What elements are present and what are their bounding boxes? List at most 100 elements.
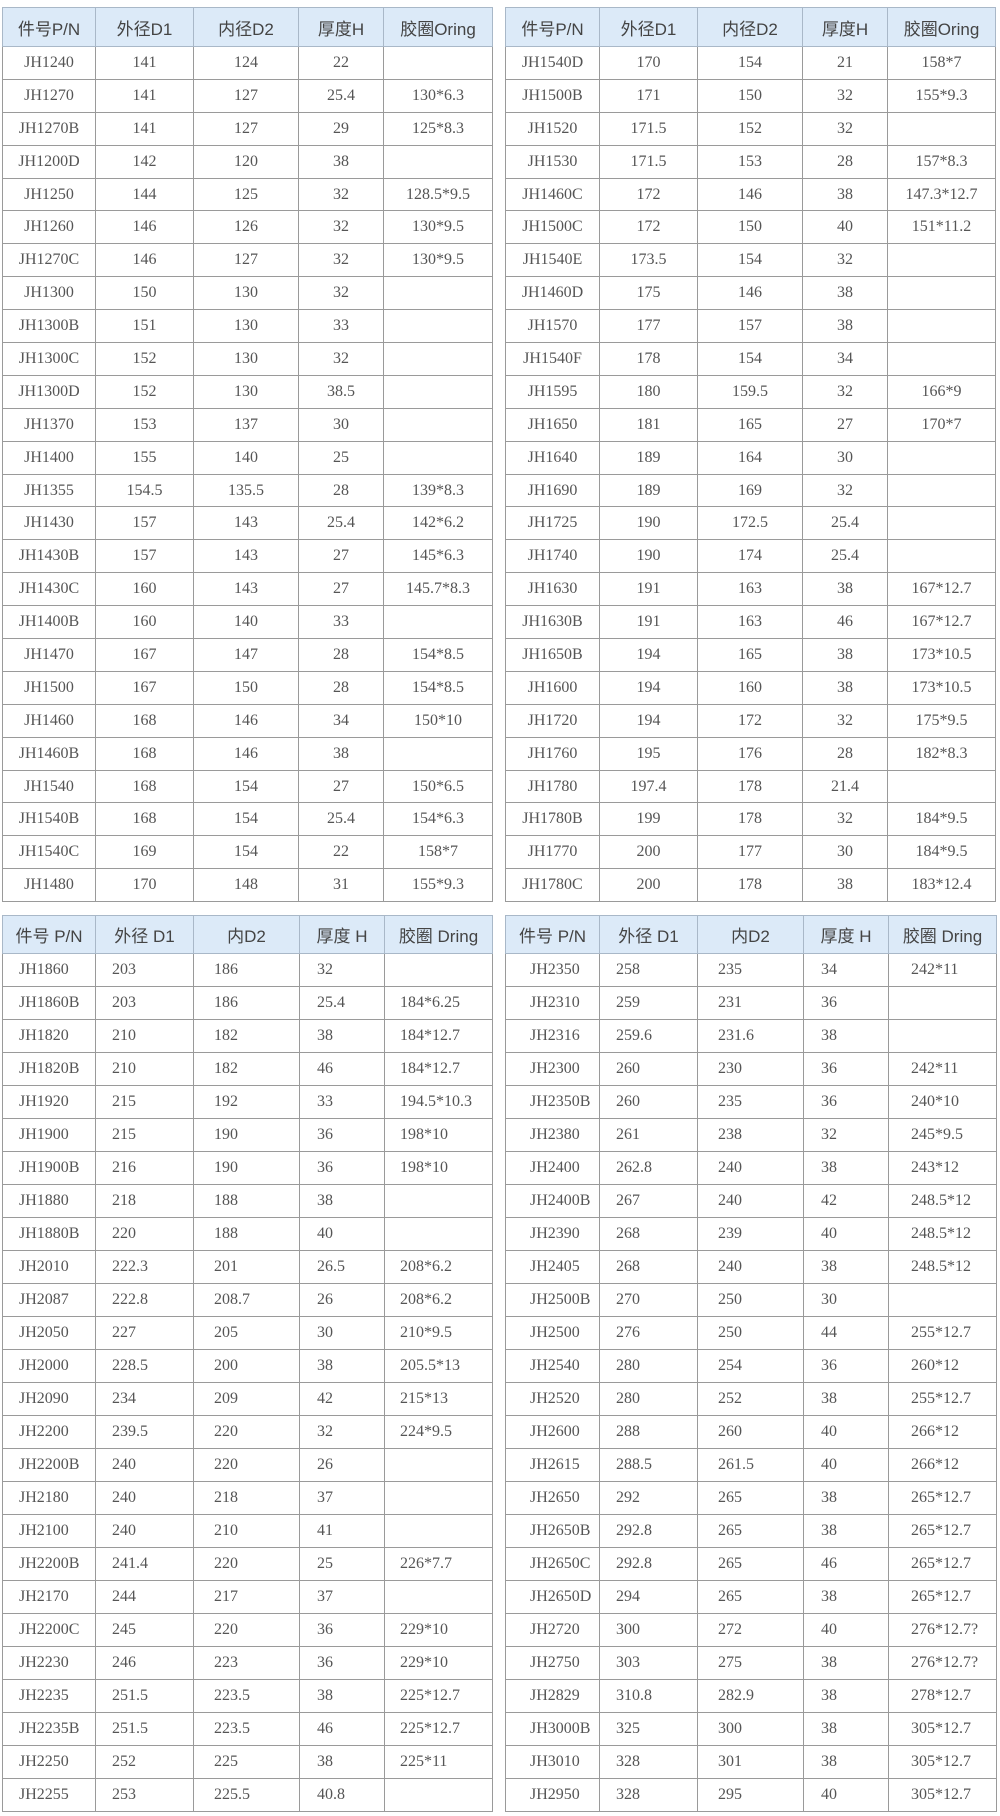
cell-oring — [888, 1019, 997, 1053]
cell-thickness: 34 — [803, 953, 889, 987]
cell-part-number: JH1400 — [2, 440, 96, 475]
cell-inner-diameter: 146 — [697, 276, 803, 311]
cell-part-number: JH2829 — [505, 1679, 600, 1713]
table-row: JH2829 310.8 282.9 38 278*12.7 — [505, 1679, 997, 1713]
cell-part-number: JH2310 — [505, 986, 600, 1020]
cell-inner-diameter: 154 — [697, 342, 803, 376]
cell-inner-diameter: 172.5 — [697, 506, 803, 541]
spec-table-top-right: 件号P/N 外径D1 内径D2 厚度H 胶圈Oring JH1540D 170 154 21 15… — [505, 7, 996, 903]
cell-oring: 205.5*13 — [384, 1349, 493, 1383]
cell-inner-diameter: 140 — [193, 605, 299, 640]
table-row: JH1460D 175 146 38 — [505, 276, 996, 311]
column-header-oring: 胶圈 Dring — [384, 915, 493, 954]
cell-inner-diameter: 300 — [697, 1712, 804, 1746]
cell-part-number: JH1460D — [505, 276, 600, 311]
cell-outer-diameter: 177 — [599, 309, 698, 344]
cell-thickness: 41 — [299, 1514, 385, 1548]
cell-part-number: JH1500C — [505, 210, 600, 245]
cell-outer-diameter: 194 — [599, 703, 698, 738]
cell-part-number: JH1630 — [505, 572, 600, 607]
table-row: JH1760 195 176 28 182*8.3 — [505, 736, 996, 771]
cell-outer-diameter: 160 — [95, 572, 194, 607]
cell-part-number: JH2087 — [2, 1283, 96, 1317]
table-row: JH1530 171.5 153 28 157*8.3 — [505, 144, 996, 179]
cell-thickness: 28 — [298, 670, 384, 705]
table-row: JH2650D 294 265 38 265*12.7 — [505, 1580, 997, 1614]
cell-outer-diameter: 252 — [95, 1745, 194, 1779]
cell-oring: 265*12.7 — [888, 1580, 997, 1614]
cell-part-number: JH1480 — [2, 868, 96, 903]
cell-outer-diameter: 151 — [95, 309, 194, 344]
cell-inner-diameter: 265 — [697, 1481, 804, 1515]
cell-outer-diameter: 292 — [599, 1481, 698, 1515]
cell-inner-diameter: 190 — [193, 1118, 300, 1152]
cell-oring: 157*8.3 — [887, 144, 996, 179]
cell-inner-diameter: 143 — [193, 506, 299, 541]
cell-part-number: JH2650B — [505, 1514, 600, 1548]
cell-inner-diameter: 250 — [697, 1316, 804, 1350]
cell-part-number: JH1900B — [2, 1151, 96, 1185]
cell-oring: 255*12.7 — [888, 1382, 997, 1416]
table-row: JH2230 246 223 36 229*10 — [2, 1646, 493, 1680]
cell-oring: 305*12.7 — [888, 1778, 997, 1812]
cell-thickness: 32 — [299, 1415, 385, 1449]
cell-oring: 208*6.2 — [384, 1283, 493, 1317]
cell-inner-diameter: 127 — [193, 243, 299, 278]
cell-inner-diameter: 182 — [193, 1019, 300, 1053]
table-row: JH1240 141 124 22 — [2, 46, 493, 80]
cell-oring: 305*12.7 — [888, 1745, 997, 1779]
cell-inner-diameter: 186 — [193, 953, 300, 987]
table-row: JH1500B 171 150 32 155*9.3 — [505, 78, 996, 113]
cell-thickness: 42 — [803, 1184, 889, 1218]
column-header-part-number: 件号P/N — [505, 7, 600, 47]
cell-thickness: 28 — [298, 638, 384, 672]
cell-outer-diameter: 169 — [95, 835, 194, 870]
cell-inner-diameter: 130 — [193, 374, 299, 409]
cell-oring — [887, 539, 996, 574]
table-row: JH1900 215 190 36 198*10 — [2, 1118, 493, 1152]
cell-part-number: JH1740 — [505, 539, 600, 574]
cell-outer-diameter: 155 — [95, 440, 194, 475]
cell-thickness: 26.5 — [299, 1250, 385, 1284]
cell-outer-diameter: 168 — [95, 769, 194, 804]
table-row: JH2400 262.8 240 38 243*12 — [505, 1151, 997, 1185]
cell-thickness: 32 — [298, 342, 384, 376]
cell-oring: 266*12 — [888, 1415, 997, 1449]
cell-outer-diameter: 152 — [95, 374, 194, 409]
cell-part-number: JH1500B — [505, 78, 600, 113]
cell-thickness: 25.4 — [298, 506, 384, 541]
cell-thickness: 42 — [299, 1382, 385, 1416]
table-row: JH2520 280 252 38 255*12.7 — [505, 1382, 997, 1416]
cell-oring — [888, 1283, 997, 1317]
cell-inner-diameter: 208.7 — [193, 1283, 300, 1317]
cell-part-number: JH2950 — [505, 1778, 600, 1812]
cell-inner-diameter: 205 — [193, 1316, 300, 1350]
cell-outer-diameter: 167 — [95, 670, 194, 705]
cell-outer-diameter: 210 — [95, 1052, 194, 1086]
cell-thickness: 38 — [803, 1019, 889, 1053]
cell-outer-diameter: 245 — [95, 1613, 194, 1647]
table-row: JH2600 288 260 40 266*12 — [505, 1415, 997, 1449]
cell-thickness: 26 — [299, 1283, 385, 1317]
cell-oring: 154*8.5 — [383, 670, 493, 705]
cell-outer-diameter: 227 — [95, 1316, 194, 1350]
cell-thickness: 38 — [803, 1646, 889, 1680]
cell-thickness: 32 — [298, 243, 384, 278]
cell-outer-diameter: 203 — [95, 953, 194, 987]
cell-outer-diameter: 200 — [599, 868, 698, 903]
cell-outer-diameter: 222.8 — [95, 1283, 194, 1317]
cell-outer-diameter: 200 — [599, 835, 698, 870]
cell-oring: 183*12.4 — [887, 868, 996, 903]
cell-oring: 225*11 — [384, 1745, 493, 1779]
table-row: JH2200 239.5 220 32 224*9.5 — [2, 1415, 493, 1449]
cell-part-number: JH2720 — [505, 1613, 600, 1647]
cell-inner-diameter: 159.5 — [697, 374, 803, 409]
table-row: JH2950 328 295 40 305*12.7 — [505, 1778, 997, 1812]
table-row: JH2100 240 210 41 — [2, 1514, 493, 1548]
cell-thickness: 36 — [299, 1613, 385, 1647]
cell-oring: 266*12 — [888, 1448, 997, 1482]
cell-part-number: JH2540 — [505, 1349, 600, 1383]
cell-outer-diameter: 150 — [95, 276, 194, 311]
cell-part-number: JH1820B — [2, 1052, 96, 1086]
cell-oring — [887, 473, 996, 508]
